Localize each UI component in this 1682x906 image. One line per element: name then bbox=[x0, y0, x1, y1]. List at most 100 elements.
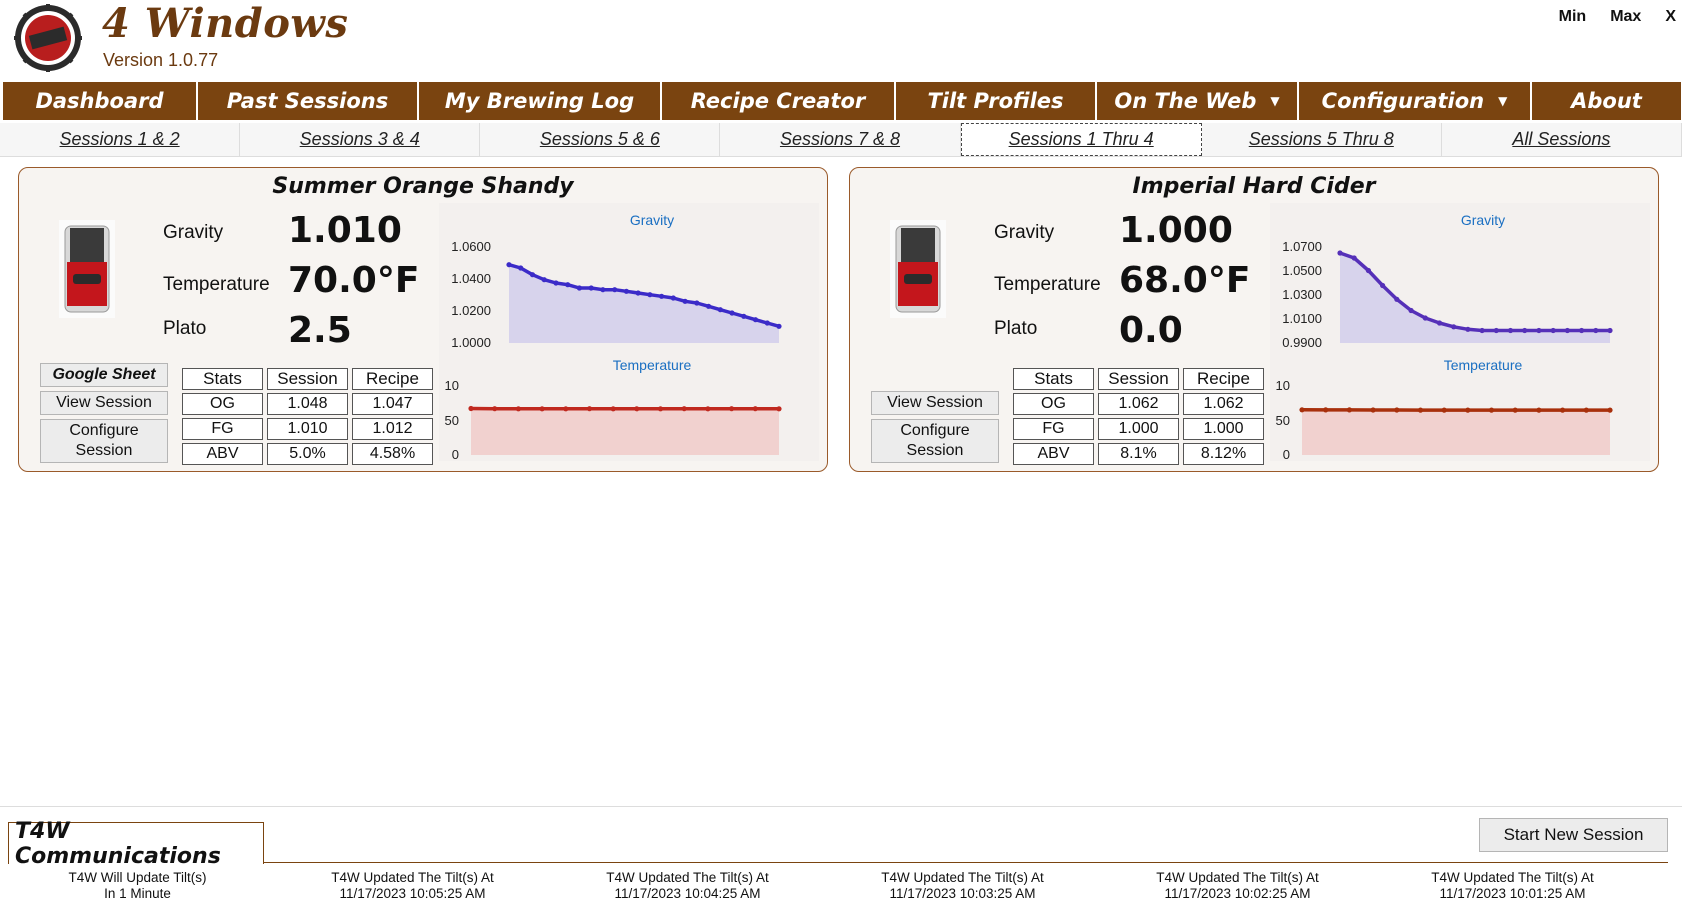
tick-label: 1.0700 bbox=[1282, 239, 1322, 254]
table-row: ABV 8.1% 8.12% bbox=[1013, 443, 1264, 465]
nav-about[interactable]: About bbox=[1532, 82, 1681, 120]
gravity-series-point bbox=[1337, 250, 1343, 256]
google-sheet-button[interactable]: Google Sheet bbox=[40, 363, 168, 387]
temperature-series-point bbox=[634, 406, 640, 412]
gravity-chart-ticks: 1.0600 1.0400 1.0200 1.0000 bbox=[451, 239, 491, 350]
table-cell: FG bbox=[1013, 418, 1094, 440]
nav-my-brewing-log[interactable]: My Brewing Log bbox=[419, 82, 662, 120]
gravity-series-point bbox=[588, 285, 594, 291]
comm-message-line: 11/17/2023 10:02:25 AM bbox=[1164, 886, 1311, 901]
nav-recipe-creator[interactable]: Recipe Creator bbox=[662, 82, 896, 120]
tab-sessions-1-thru-4[interactable]: Sessions 1 Thru 4 bbox=[960, 123, 1202, 156]
gravity-series-point bbox=[1380, 282, 1386, 289]
gravity-series-point bbox=[1579, 327, 1585, 334]
table-cell: 8.12% bbox=[1183, 443, 1264, 465]
temperature-series-point bbox=[1488, 407, 1495, 413]
temperature-series-point bbox=[1370, 407, 1376, 413]
tab-sessions-1-2[interactable]: Sessions 1 & 2 bbox=[0, 123, 241, 156]
temperature-label: Temperature bbox=[163, 274, 270, 295]
temperature-chart-ticks: 10 50 0 bbox=[1276, 378, 1290, 462]
gravity-series-point bbox=[506, 262, 512, 268]
tick-label: 1.0600 bbox=[451, 239, 491, 254]
tick-label: 1.0400 bbox=[451, 271, 491, 286]
temperature-series-point bbox=[1560, 407, 1566, 413]
nav-configuration[interactable]: Configuration ▼ bbox=[1299, 82, 1532, 120]
temperature-chart bbox=[468, 405, 782, 455]
temperature-chart bbox=[1299, 407, 1613, 455]
comm-message: T4W Updated The Tilt(s) At 11/17/2023 10:… bbox=[1375, 870, 1650, 904]
nav-label: My Brewing Log bbox=[444, 89, 635, 113]
temperature-value: 68.0°F bbox=[1119, 260, 1251, 301]
gravity-series-point bbox=[529, 272, 536, 278]
temperature-series-point bbox=[752, 406, 758, 412]
maximize-button[interactable]: Max bbox=[1610, 8, 1642, 25]
close-button[interactable]: X bbox=[1665, 8, 1676, 25]
gravity-series-point bbox=[659, 293, 665, 299]
divider bbox=[0, 806, 1682, 807]
tab-all-sessions[interactable]: All Sessions bbox=[1441, 123, 1682, 156]
plato-value: 0.0 bbox=[1119, 310, 1183, 351]
comm-message-line: In 1 Minute bbox=[104, 886, 171, 901]
comm-message: T4W Will Update Tilt(s) In 1 Minute bbox=[0, 870, 275, 904]
table-cell: 1.000 bbox=[1098, 418, 1179, 440]
gravity-series-area bbox=[1340, 253, 1610, 343]
charts-area: Gravity 1.0600 1.0400 1.0200 1.0000 Temp… bbox=[439, 203, 819, 462]
tab-sessions-5-6[interactable]: Sessions 5 & 6 bbox=[480, 123, 721, 156]
tick-label: 0 bbox=[1283, 447, 1290, 462]
comm-message-line: 11/17/2023 10:05:25 AM bbox=[339, 886, 486, 901]
temperature-series-point bbox=[1607, 407, 1613, 413]
gravity-series-point bbox=[1422, 315, 1428, 321]
tick-label: 0 bbox=[452, 447, 459, 462]
configure-session-button[interactable]: Configure Session bbox=[871, 419, 999, 463]
minimize-button[interactable]: Min bbox=[1558, 8, 1587, 25]
temperature-series-point bbox=[468, 405, 474, 412]
comm-message: T4W Updated The Tilt(s) At 11/17/2023 10:… bbox=[550, 870, 825, 904]
table-cell: FG bbox=[182, 418, 263, 440]
gravity-label: Gravity bbox=[163, 222, 224, 243]
tick-label: 10 bbox=[445, 378, 459, 393]
nav-label: Tilt Profiles bbox=[927, 89, 1064, 113]
divider bbox=[264, 862, 1668, 863]
temperature-series-area bbox=[471, 408, 779, 455]
temperature-series-point bbox=[586, 406, 593, 412]
table-row: Stats Session Recipe bbox=[182, 368, 433, 390]
tab-sessions-5-thru-8[interactable]: Sessions 5 Thru 8 bbox=[1201, 123, 1442, 156]
view-session-button[interactable]: View Session bbox=[871, 391, 999, 415]
comm-message-line: T4W Will Update Tilt(s) bbox=[68, 870, 207, 885]
temperature-chart-label: Temperature bbox=[1444, 357, 1523, 373]
nav-label: Dashboard bbox=[35, 89, 164, 113]
temperature-chart-label: Temperature bbox=[613, 357, 692, 373]
gravity-series-point bbox=[694, 300, 700, 306]
nav-on-the-web[interactable]: On The Web ▼ bbox=[1097, 82, 1299, 120]
comm-message-line: 11/17/2023 10:01:25 AM bbox=[1439, 886, 1586, 901]
comm-message-line: T4W Updated The Tilt(s) At bbox=[331, 870, 494, 885]
comm-message: T4W Updated The Tilt(s) At 11/17/2023 10:… bbox=[825, 870, 1100, 904]
table-cell: 1.047 bbox=[352, 393, 433, 415]
nav-past-sessions[interactable]: Past Sessions bbox=[198, 82, 419, 120]
temperature-series-point bbox=[1346, 407, 1352, 413]
tilt-hydrometer-icon bbox=[890, 220, 946, 318]
nav-tilt-profiles[interactable]: Tilt Profiles bbox=[896, 82, 1097, 120]
gravity-series-point bbox=[1479, 327, 1485, 334]
table-row: FG 1.000 1.000 bbox=[1013, 418, 1264, 440]
app-header: 4 Windows Version 1.0.77 Min Max X bbox=[0, 0, 1682, 80]
configure-session-button[interactable]: Configure Session bbox=[40, 419, 168, 463]
tab-sessions-3-4[interactable]: Sessions 3 & 4 bbox=[240, 123, 481, 156]
tab-sessions-7-8[interactable]: Sessions 7 & 8 bbox=[720, 123, 961, 156]
stats-table: Stats Session Recipe OG 1.062 1.062 FG 1.000 1… bbox=[1009, 365, 1268, 468]
gravity-series-point bbox=[635, 290, 641, 296]
gravity-series-point bbox=[541, 277, 547, 283]
comm-message-line: 11/17/2023 10:04:25 AM bbox=[614, 886, 761, 901]
stats-table: Stats Session Recipe OG 1.048 1.047 FG 1.010 1… bbox=[178, 365, 437, 468]
table-cell: OG bbox=[1013, 393, 1094, 415]
table-cell: 1.000 bbox=[1183, 418, 1264, 440]
temperature-series-area bbox=[1302, 409, 1610, 455]
gravity-series-point bbox=[741, 313, 747, 319]
nav-dashboard[interactable]: Dashboard bbox=[3, 82, 198, 120]
communications-title: T4W Communications bbox=[8, 819, 264, 869]
view-session-button[interactable]: View Session bbox=[40, 391, 168, 415]
temperature-series-point bbox=[657, 406, 664, 412]
start-new-session-button[interactable]: Start New Session bbox=[1479, 818, 1668, 852]
table-cell: 5.0% bbox=[267, 443, 348, 465]
table-cell: 1.012 bbox=[352, 418, 433, 440]
